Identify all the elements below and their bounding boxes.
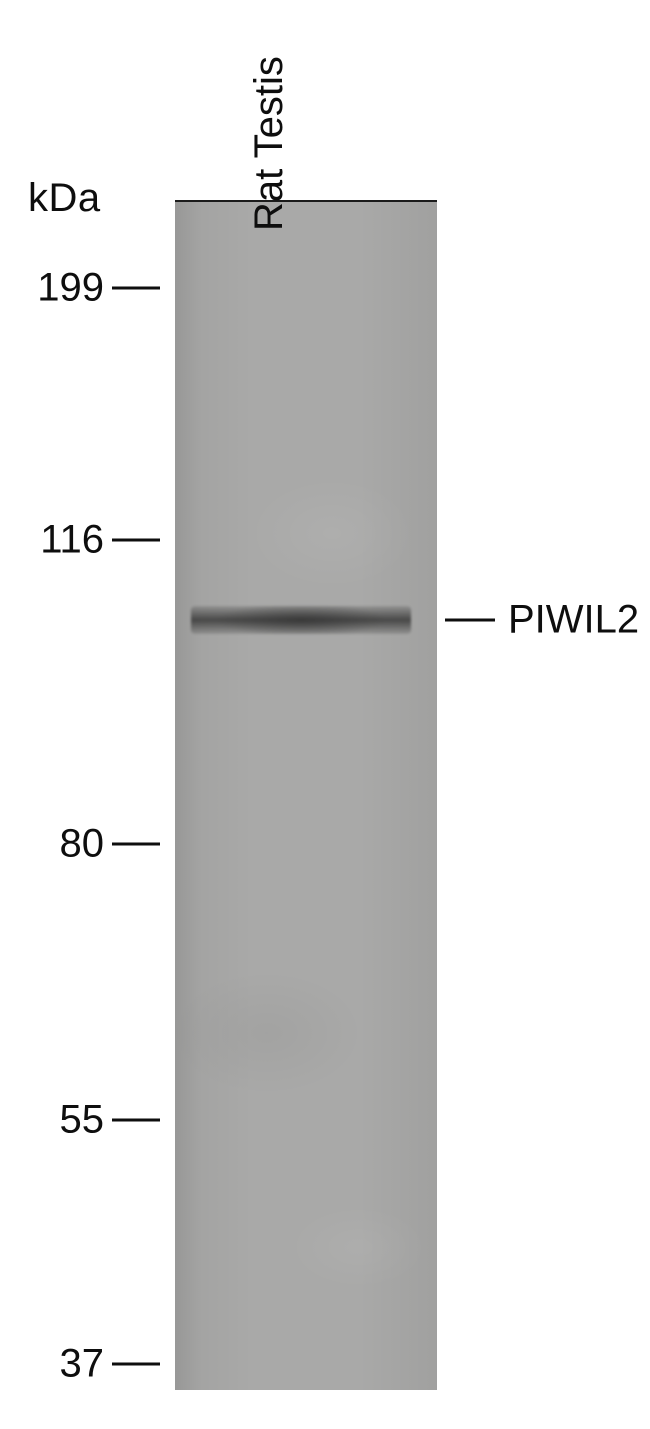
blot-lane bbox=[175, 200, 437, 1390]
band-tick bbox=[445, 619, 495, 622]
blot-band bbox=[191, 606, 411, 634]
marker-label: 37 bbox=[24, 1342, 104, 1387]
axis-unit-label: kDa bbox=[28, 176, 101, 221]
marker-tick bbox=[112, 1119, 160, 1122]
marker-label: 80 bbox=[24, 822, 104, 867]
marker-tick bbox=[112, 287, 160, 290]
marker-label: 55 bbox=[24, 1098, 104, 1143]
marker-label: 199 bbox=[24, 266, 104, 311]
marker-label: 116 bbox=[24, 518, 104, 563]
lane-header: Rat Testis bbox=[247, 56, 292, 231]
band-label: PIWIL2 bbox=[508, 598, 639, 643]
marker-tick bbox=[112, 843, 160, 846]
marker-tick bbox=[112, 539, 160, 542]
lane-top-border bbox=[175, 200, 437, 202]
marker-tick bbox=[112, 1363, 160, 1366]
western-blot-figure: kDa Rat Testis 199 116 80 55 37 PIWIL2 bbox=[0, 0, 650, 1429]
